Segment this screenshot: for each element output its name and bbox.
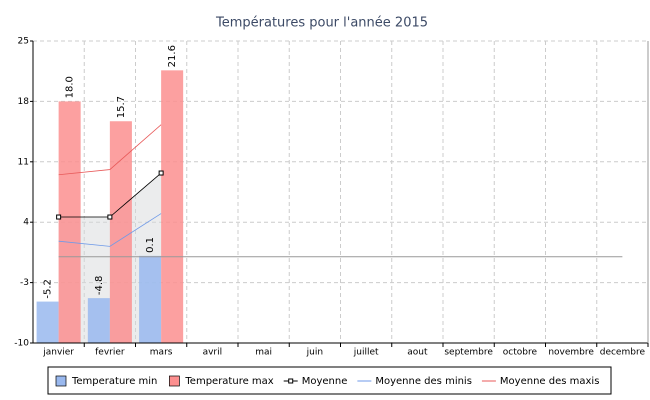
value-label: 18.0: [65, 76, 76, 98]
bar: [139, 255, 162, 343]
y-tick-label: 25: [18, 37, 29, 47]
x-tick-label: mars: [150, 348, 173, 358]
y-tick-label: 18: [18, 97, 30, 107]
y-tick-label: 4: [23, 218, 29, 228]
x-tick-label: juin: [306, 348, 323, 358]
bar: [36, 301, 59, 343]
legend-label: Moyenne des minis: [375, 376, 472, 387]
legend: Temperature min Temperature max Moyenne Moy…: [47, 366, 612, 395]
bar: [87, 298, 110, 343]
x-tick-label: aout: [407, 348, 428, 358]
value-label: -4.8: [94, 276, 105, 296]
y-tick-label: 11: [18, 157, 29, 167]
x-tick-label: fevrier: [95, 348, 125, 358]
x-tick-label: mai: [255, 348, 272, 358]
bar: [109, 121, 132, 343]
marker: [158, 170, 164, 176]
chart-title: Températures pour l'année 2015: [215, 16, 428, 31]
x-tick-label: janvier: [42, 348, 74, 358]
bar: [161, 70, 184, 343]
value-label: 15.7: [116, 96, 127, 118]
line: [58, 124, 162, 176]
legend-label: Temperature min: [71, 376, 157, 387]
legend-swatch: [169, 375, 180, 387]
legend-swatch: [55, 375, 67, 387]
legend-label: Moyenne: [302, 376, 348, 387]
legend-label: Temperature max: [184, 376, 273, 387]
legend-marker: [288, 378, 294, 384]
legend-box: [47, 366, 612, 395]
x-tick-label: juillet: [353, 348, 379, 358]
x-tick-label: novembre: [548, 348, 594, 358]
value-label: 21.6: [167, 45, 178, 67]
bar: [58, 101, 81, 344]
x-tick-label: octobre: [503, 348, 538, 358]
marker: [107, 214, 113, 220]
x-tick-label: septembre: [444, 348, 493, 358]
marker: [56, 214, 62, 220]
y-tick-label: -3: [20, 278, 29, 288]
x-tick-label: decembre: [600, 348, 646, 358]
line: [58, 213, 162, 247]
y-tick-label: -10: [14, 339, 29, 349]
value-label: 0.1: [145, 237, 156, 253]
x-tick-label: avril: [203, 348, 223, 358]
legend-label: Moyenne des maxis: [500, 376, 600, 387]
value-label: -5.2: [43, 279, 54, 299]
